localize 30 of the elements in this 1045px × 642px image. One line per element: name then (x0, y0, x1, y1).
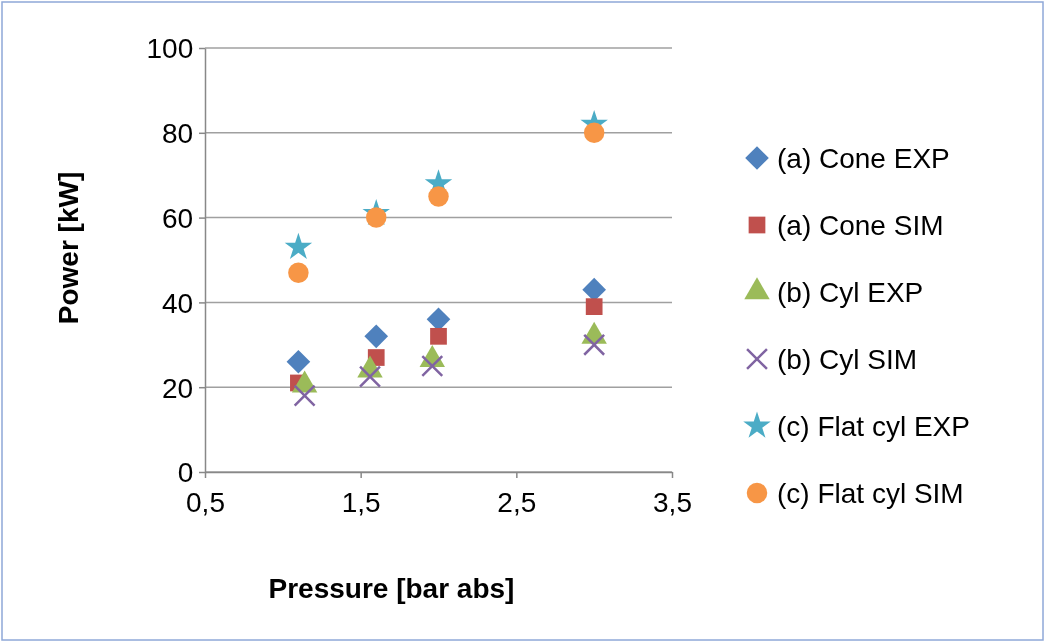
y-tick-label: 20 (162, 372, 194, 404)
y-axis-title: Power [kW] (53, 171, 84, 325)
legend-label: (a) Cone SIM (777, 210, 944, 241)
y-tick-label: 100 (146, 33, 194, 65)
point (286, 349, 311, 374)
point (582, 333, 606, 356)
point (284, 232, 313, 259)
point (421, 354, 444, 378)
x-tick-label: 0,5 (186, 486, 225, 518)
y-tick-label: 60 (162, 202, 194, 234)
legend-label: (b) Cyl EXP (777, 277, 924, 308)
point (583, 122, 605, 144)
point (364, 324, 389, 349)
x-tick-label: 3,5 (653, 486, 692, 518)
y-tick-label: 80 (162, 118, 194, 150)
y-tick-label: 0 (177, 457, 194, 489)
point (428, 186, 449, 207)
legend-label: (c) Flat cyl EXP (777, 411, 970, 442)
point (585, 298, 603, 316)
y-tick-label: 40 (162, 287, 194, 319)
x-tick-label: 2,5 (497, 486, 537, 518)
legend-label: (b) Cyl SIM (777, 344, 917, 375)
x-tick-label: 1,5 (341, 486, 381, 518)
point (288, 262, 309, 283)
legend-label: (c) Flat cyl SIM (777, 478, 964, 509)
point (430, 327, 447, 345)
point (293, 384, 316, 407)
legend-label: (a) Cone EXP (777, 143, 950, 174)
x-axis-title: Pressure [bar abs] (268, 573, 515, 604)
point (358, 365, 382, 388)
